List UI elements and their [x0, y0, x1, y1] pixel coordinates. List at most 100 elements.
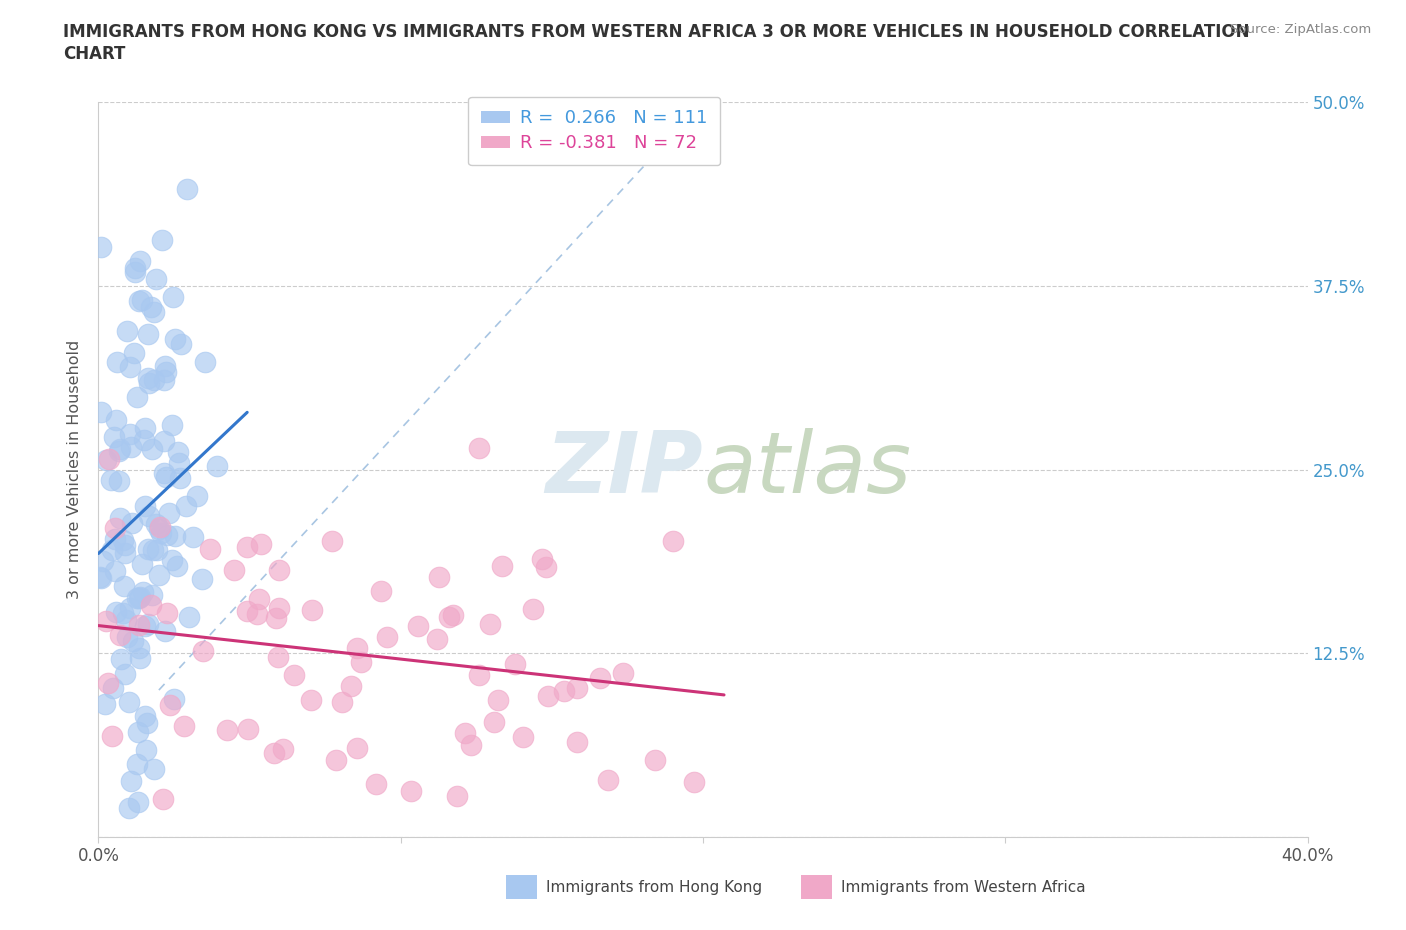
Point: [167, 445, 190, 459]
Point: [138, 509, 160, 524]
Point: [138, 376, 160, 391]
Point: [94, 614, 117, 629]
Point: [129, 590, 152, 604]
Point: [111, 605, 134, 620]
Point: [267, 601, 290, 616]
Point: [662, 534, 685, 549]
Point: [468, 441, 491, 456]
Point: [132, 584, 155, 599]
Point: [118, 426, 141, 441]
Point: [141, 598, 163, 613]
Point: [108, 442, 131, 457]
Point: [160, 552, 183, 567]
Point: [114, 546, 136, 561]
Point: [567, 735, 589, 750]
Point: [165, 331, 187, 346]
Point: [468, 667, 491, 682]
Point: [246, 607, 269, 622]
Point: [114, 667, 136, 682]
Point: [169, 471, 191, 485]
Point: [375, 630, 398, 644]
Point: [150, 525, 173, 540]
Point: [89, 569, 111, 584]
Point: [134, 709, 156, 724]
Point: [146, 542, 169, 557]
Point: [125, 390, 148, 405]
Point: [283, 668, 305, 683]
Point: [170, 337, 193, 352]
Point: [143, 372, 166, 387]
Point: [150, 232, 173, 247]
Point: [136, 541, 159, 556]
Point: [115, 324, 138, 339]
Point: [159, 698, 181, 712]
Point: [93, 696, 115, 711]
Point: [145, 517, 167, 532]
Point: [128, 618, 150, 632]
Point: [330, 695, 353, 710]
Point: [346, 641, 368, 656]
Point: [104, 413, 127, 428]
Y-axis label: 3 or more Vehicles in Household: 3 or more Vehicles in Household: [67, 340, 83, 599]
Point: [682, 775, 704, 790]
Point: [346, 741, 368, 756]
Point: [503, 657, 526, 671]
Point: [127, 795, 149, 810]
Point: [321, 534, 343, 549]
Point: [491, 558, 513, 573]
Point: [141, 299, 163, 314]
Text: ZIP: ZIP: [546, 428, 703, 512]
Point: [134, 420, 156, 435]
Point: [128, 591, 150, 605]
Point: [142, 542, 165, 557]
Point: [105, 604, 128, 619]
Point: [176, 182, 198, 197]
Point: [426, 631, 449, 646]
Point: [152, 465, 174, 480]
Point: [460, 737, 482, 752]
Point: [370, 583, 392, 598]
Point: [205, 458, 228, 473]
Point: [169, 456, 191, 471]
Point: [131, 556, 153, 571]
Point: [90, 570, 112, 585]
Point: [264, 611, 287, 626]
Point: [247, 591, 270, 606]
Point: [124, 265, 146, 280]
Point: [122, 345, 145, 360]
Point: [236, 604, 259, 618]
Point: [142, 762, 165, 777]
Point: [120, 439, 142, 454]
Point: [145, 272, 167, 286]
Point: [249, 537, 271, 551]
Point: [115, 630, 138, 644]
Point: [644, 752, 666, 767]
Point: [128, 641, 150, 656]
Point: [110, 652, 132, 667]
Point: [156, 606, 179, 621]
Point: [530, 551, 553, 566]
Point: [155, 470, 177, 485]
Point: [271, 741, 294, 756]
Point: [534, 559, 557, 574]
Point: [441, 607, 464, 622]
Point: [129, 650, 152, 665]
Point: [215, 723, 238, 737]
Point: [135, 715, 157, 730]
Text: atlas: atlas: [703, 428, 911, 512]
Point: [200, 542, 222, 557]
Point: [108, 473, 131, 488]
Point: [612, 666, 634, 681]
Point: [135, 743, 157, 758]
Point: [484, 714, 506, 729]
Point: [173, 719, 195, 734]
Point: [136, 371, 159, 386]
Point: [486, 693, 509, 708]
Point: [179, 610, 201, 625]
Point: [340, 679, 363, 694]
Point: [108, 511, 131, 525]
Point: [101, 542, 124, 557]
Point: [512, 729, 534, 744]
Point: [104, 521, 127, 536]
Point: [565, 681, 588, 696]
